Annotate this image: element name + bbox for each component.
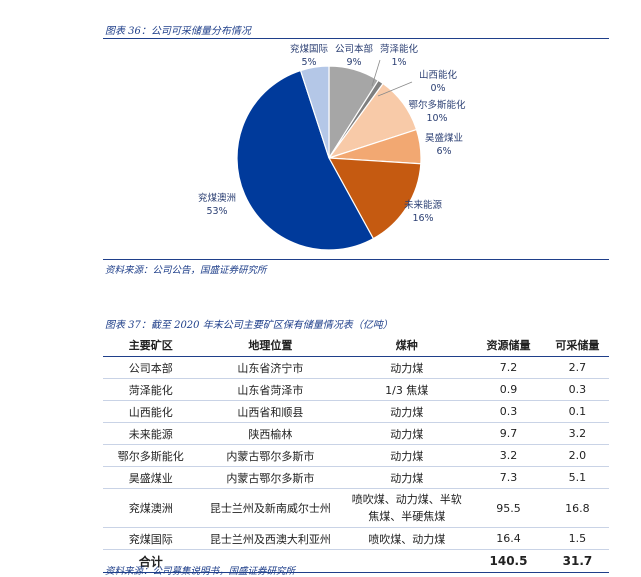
table-cell: 喷吹煤、动力煤、半软焦煤、半硬焦煤 xyxy=(342,488,472,528)
title-rule xyxy=(103,38,609,39)
table-cell: 95.5 xyxy=(471,488,546,528)
column-header: 主要矿区 xyxy=(103,334,199,357)
table-cell: 未来能源 xyxy=(103,422,199,445)
table-row: 鄂尔多斯能化 内蒙古鄂尔多斯市 动力煤 3.2 2.0 xyxy=(103,444,609,467)
slice-percent: 9% xyxy=(346,57,361,68)
table-cell: 山西省和顺县 xyxy=(198,400,343,423)
table-cell: 7.2 xyxy=(471,356,546,379)
table-cell: 16.8 xyxy=(545,488,609,528)
column-header: 煤种 xyxy=(342,334,472,357)
table-row: 未来能源 陕西榆林 动力煤 9.7 3.2 xyxy=(103,422,609,445)
slice-label: 山西能化 xyxy=(419,69,458,81)
column-header: 地理位置 xyxy=(198,334,343,357)
table-row: 兖煤澳洲 昆士兰州及新南威尔士州 喷吹煤、动力煤、半软焦煤、半硬焦煤 95.5 16.8 xyxy=(103,488,609,528)
table-cell: 16.4 xyxy=(471,527,546,550)
slice-percent: 53% xyxy=(206,206,227,217)
slice-label: 菏泽能化 xyxy=(380,43,419,55)
total-cell: 140.5 xyxy=(471,549,546,573)
total-cell xyxy=(342,549,472,573)
slice-percent: 0% xyxy=(430,83,445,94)
table-cell: 昆士兰州及新南威尔士州 xyxy=(198,488,343,528)
slice-label: 鄂尔多斯能化 xyxy=(408,99,466,111)
table-cell: 0.3 xyxy=(545,378,609,401)
table-cell: 9.7 xyxy=(471,422,546,445)
table-cell: 内蒙古鄂尔多斯市 xyxy=(198,444,343,467)
table-cell: 菏泽能化 xyxy=(103,378,199,401)
slice-percent: 5% xyxy=(301,57,316,68)
pie-slice xyxy=(327,157,422,240)
total-cell: 31.7 xyxy=(545,549,609,573)
slice-label: 公司本部 xyxy=(335,43,373,55)
table-cell: 3.2 xyxy=(545,422,609,445)
table-row: 山西能化 山西省和顺县 动力煤 0.3 0.1 xyxy=(103,400,609,423)
slice-label: 兖煤国际 xyxy=(290,43,329,55)
table-cell: 2.0 xyxy=(545,444,609,467)
table-cell: 1/3 焦煤 xyxy=(342,378,472,401)
table-cell: 0.1 xyxy=(545,400,609,423)
slice-label: 未来能源 xyxy=(404,199,443,211)
table-cell: 昆士兰州及西澳大利亚州 xyxy=(198,527,343,550)
slice-label: 兖煤澳洲 xyxy=(198,192,236,204)
table-cell: 鄂尔多斯能化 xyxy=(103,444,199,467)
table-cell: 5.1 xyxy=(545,466,609,489)
table-cell: 动力煤 xyxy=(342,400,472,423)
slice-percent: 16% xyxy=(412,213,433,224)
table-cell: 3.2 xyxy=(471,444,546,467)
table-cell: 公司本部 xyxy=(103,356,199,379)
table-cell: 1.5 xyxy=(545,527,609,550)
slice-percent: 1% xyxy=(391,57,406,68)
table-row: 兖煤国际 昆士兰州及西澳大利亚州 喷吹煤、动力煤 16.4 1.5 xyxy=(103,527,609,550)
table-cell: 喷吹煤、动力煤 xyxy=(342,527,472,550)
table-source: 资料来源：公司募集说明书，国盛证券研究所 xyxy=(105,566,296,577)
leader-line xyxy=(377,81,413,97)
pie-slice xyxy=(236,69,375,251)
column-header: 可采储量 xyxy=(545,334,609,357)
table-cell: 2.7 xyxy=(545,356,609,379)
table-cell: 动力煤 xyxy=(342,422,472,445)
pie-chart: 公司本部 9% 菏泽能化 1% 山西能化 0% 鄂尔多斯能化 10% 昊盛煤业 6% 未来能源 16%… xyxy=(198,43,466,251)
chart-source: 资料来源：公司公告，国盛证券研究所 xyxy=(105,265,267,276)
column-header: 资源储量 xyxy=(471,334,546,357)
pie-slice xyxy=(299,65,330,159)
chart-title: 图表 36：公司可采储量分布情况 xyxy=(105,26,251,37)
table-row: 公司本部 山东省济宁市 动力煤 7.2 2.7 xyxy=(103,356,609,379)
table-cell: 山西能化 xyxy=(103,400,199,423)
reserves-table: 主要矿区 地理位置 煤种 资源储量 可采储量 公司本部 山东省济宁市 动力煤 7.2 2.7 菏泽… xyxy=(103,334,609,573)
table-cell: 兖煤国际 xyxy=(103,527,199,550)
table-cell: 动力煤 xyxy=(342,466,472,489)
slice-percent: 6% xyxy=(436,146,451,157)
table-cell: 7.3 xyxy=(471,466,546,489)
leader-line xyxy=(371,59,381,87)
table-cell: 内蒙古鄂尔多斯市 xyxy=(198,466,343,489)
table-cell: 动力煤 xyxy=(342,356,472,379)
table-cell: 0.9 xyxy=(471,378,546,401)
table-cell: 陕西榆林 xyxy=(198,422,343,445)
slice-label: 昊盛煤业 xyxy=(425,132,463,144)
table-cell: 0.3 xyxy=(471,400,546,423)
source-rule xyxy=(103,259,609,260)
slice-percent: 10% xyxy=(426,113,447,124)
table-row: 菏泽能化 山东省菏泽市 1/3 焦煤 0.9 0.3 xyxy=(103,378,609,401)
table-row: 昊盛煤业 内蒙古鄂尔多斯市 动力煤 7.3 5.1 xyxy=(103,466,609,489)
table-body: 公司本部 山东省济宁市 动力煤 7.2 2.7 菏泽能化 山东省菏泽市 1/3 焦煤 0.9 0.… xyxy=(103,356,609,573)
table-cell: 山东省济宁市 xyxy=(198,356,343,379)
table-header-row: 主要矿区 地理位置 煤种 资源储量 可采储量 xyxy=(103,334,609,357)
table-cell: 昊盛煤业 xyxy=(103,466,199,489)
table-cell: 山东省菏泽市 xyxy=(198,378,343,401)
table-title: 图表 37：截至 2020 年末公司主要矿区保有储量情况表（亿吨） xyxy=(105,320,393,331)
table-cell: 兖煤澳洲 xyxy=(103,488,199,528)
table-cell: 动力煤 xyxy=(342,444,472,467)
